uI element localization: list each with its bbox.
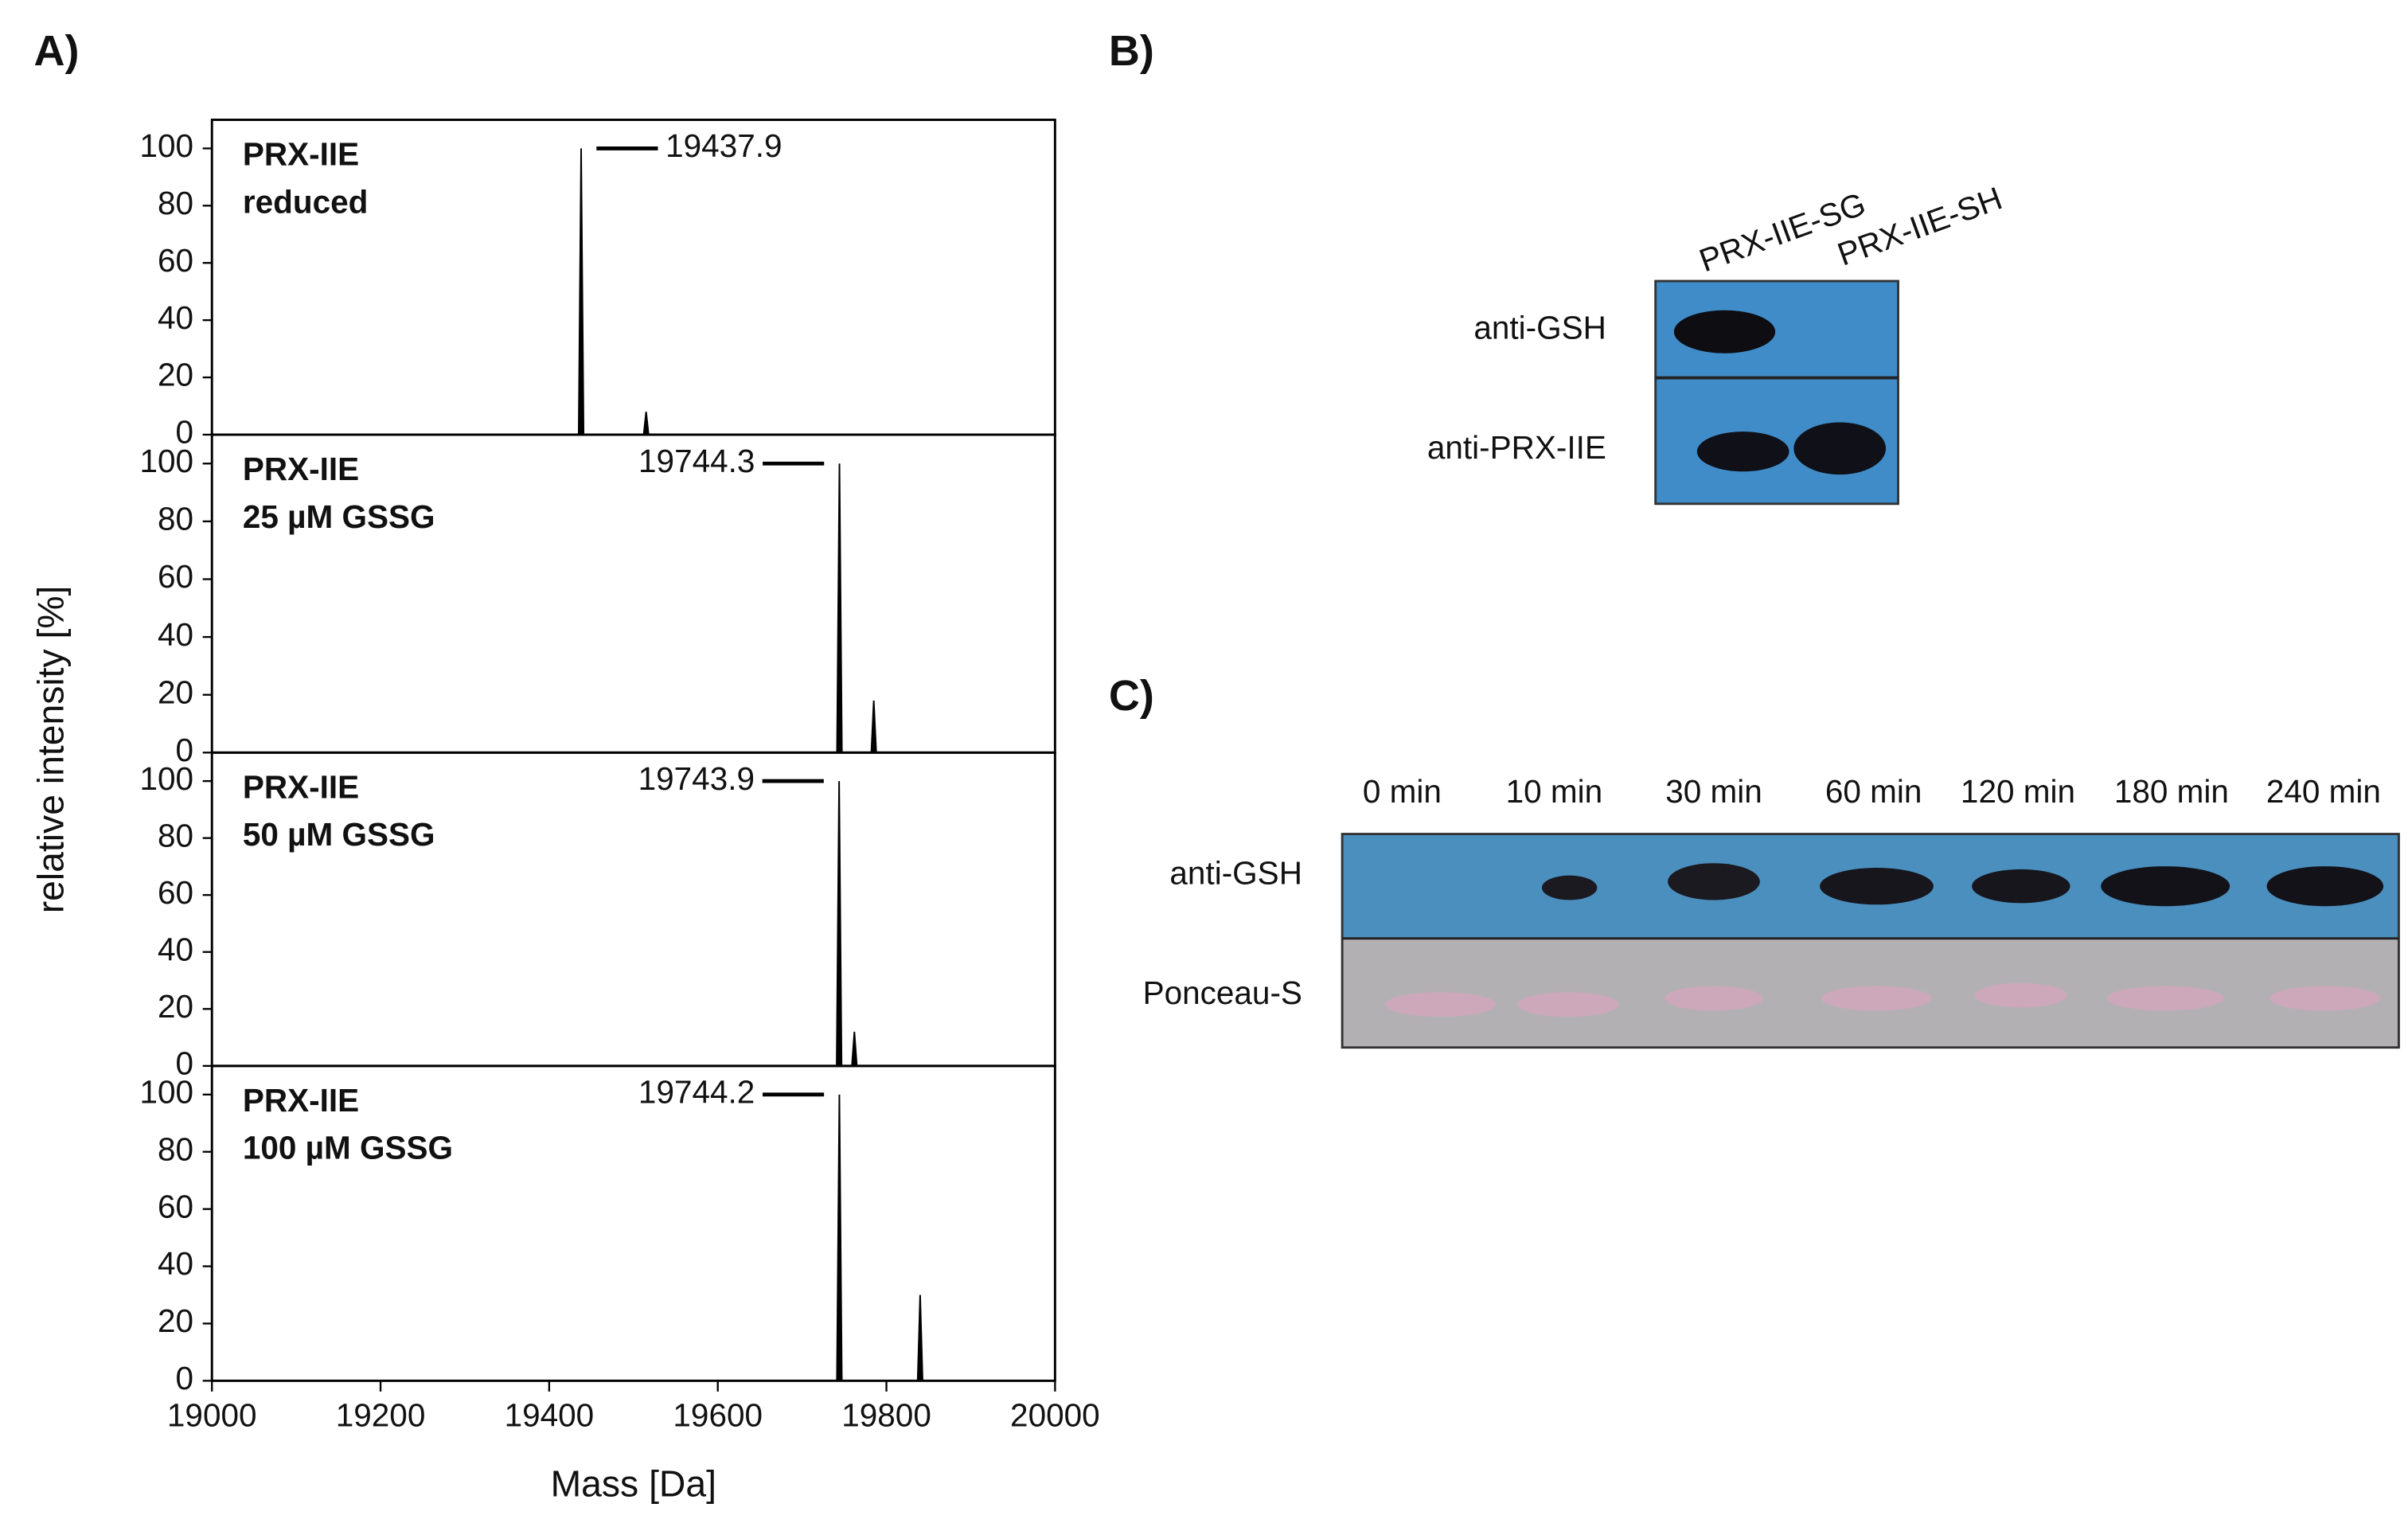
lane-label: 0 min — [1363, 773, 1442, 810]
row-label: anti-PRX-IIE — [1427, 429, 1606, 466]
lane-label: 10 min — [1506, 773, 1603, 810]
y-tick-label: 60 — [158, 242, 193, 279]
x-tick-label: 19000 — [167, 1396, 257, 1433]
peak-label: 19743.9 — [638, 760, 755, 797]
panel-label: B) — [1109, 27, 1154, 75]
x-tick-label: 19400 — [505, 1396, 595, 1433]
y-tick-label: 100 — [140, 127, 194, 164]
y-tick-label: 40 — [158, 299, 193, 336]
frame — [1341, 833, 2400, 1049]
lane-label: 30 min — [1665, 773, 1762, 810]
y-tick-label: 0 — [176, 1045, 194, 1082]
band — [1696, 432, 1789, 472]
y-tick-label: 60 — [158, 558, 193, 595]
y-axis-label: relative intensity [%] — [30, 586, 72, 914]
peak — [916, 1295, 923, 1382]
sample-label: PRX-IIE — [243, 135, 359, 172]
band — [1673, 310, 1776, 353]
y-tick-label: 100 — [140, 1074, 194, 1111]
peak — [836, 781, 843, 1067]
band — [1972, 869, 2070, 904]
band — [1541, 875, 1598, 900]
y-tick-label: 20 — [158, 674, 193, 710]
y-tick-label: 80 — [158, 185, 193, 221]
band — [2266, 866, 2384, 907]
band — [1668, 863, 1760, 900]
y-tick-label: 20 — [158, 357, 193, 393]
sample-label: PRX-IIE — [243, 768, 359, 805]
band — [1820, 868, 1934, 905]
y-tick-label: 0 — [176, 414, 194, 451]
blot-c — [1341, 833, 2400, 1049]
ponceau-bands — [1385, 982, 2381, 1017]
sample-label: PRX-IIE — [243, 451, 359, 487]
panel-label: A) — [33, 27, 79, 75]
lane-label: 240 min — [2266, 773, 2381, 810]
y-tick-label: 60 — [158, 874, 193, 911]
band — [1793, 422, 1887, 475]
peak-label: 19437.9 — [665, 127, 782, 164]
peak — [577, 148, 585, 435]
x-axis-label: Mass [Da] — [551, 1463, 716, 1505]
y-tick-label: 0 — [176, 732, 194, 768]
peak — [836, 463, 843, 754]
peak — [851, 1031, 858, 1067]
panel-label: C) — [1109, 672, 1154, 720]
peak — [836, 1094, 843, 1382]
peak — [642, 412, 650, 435]
x-tick-label: 19200 — [336, 1396, 426, 1433]
x-tick-label: 20000 — [1010, 1396, 1100, 1433]
y-tick-label: 0 — [176, 1360, 194, 1396]
y-tick-label: 80 — [158, 1131, 193, 1167]
y-tick-label: 40 — [158, 931, 193, 967]
lane-label: 180 min — [2114, 773, 2229, 810]
row-label: anti-GSH — [1473, 309, 1606, 346]
y-tick-label: 60 — [158, 1188, 193, 1224]
row-label: Ponceau-S — [1143, 974, 1302, 1011]
y-tick-label: 20 — [158, 988, 193, 1025]
y-tick-label: 40 — [158, 1245, 193, 1282]
blot-b — [1654, 279, 1899, 506]
band — [2101, 866, 2230, 907]
x-tick-label: 19800 — [841, 1396, 931, 1433]
sample-label: 50 µM GSSG — [243, 816, 435, 853]
y-tick-label: 100 — [140, 443, 194, 479]
y-tick-label: 80 — [158, 817, 193, 853]
sample-label: 100 µM GSSG — [243, 1130, 453, 1166]
y-tick-label: 80 — [158, 501, 193, 537]
row-label: anti-GSH — [1169, 854, 1302, 891]
sample-label: reduced — [243, 183, 369, 220]
y-tick-label: 100 — [140, 760, 194, 797]
lane-label: 60 min — [1825, 773, 1922, 810]
sample-label: PRX-IIE — [243, 1082, 359, 1119]
y-tick-label: 20 — [158, 1302, 193, 1339]
peak-label: 19744.2 — [638, 1074, 755, 1111]
y-tick-label: 40 — [158, 616, 193, 653]
peak — [870, 700, 877, 754]
sample-label: 25 µM GSSG — [243, 498, 435, 535]
plot-frame — [210, 1064, 1056, 1382]
peak-label: 19744.3 — [638, 443, 755, 479]
lane-label: 120 min — [1961, 773, 2075, 810]
x-tick-label: 19600 — [673, 1396, 763, 1433]
